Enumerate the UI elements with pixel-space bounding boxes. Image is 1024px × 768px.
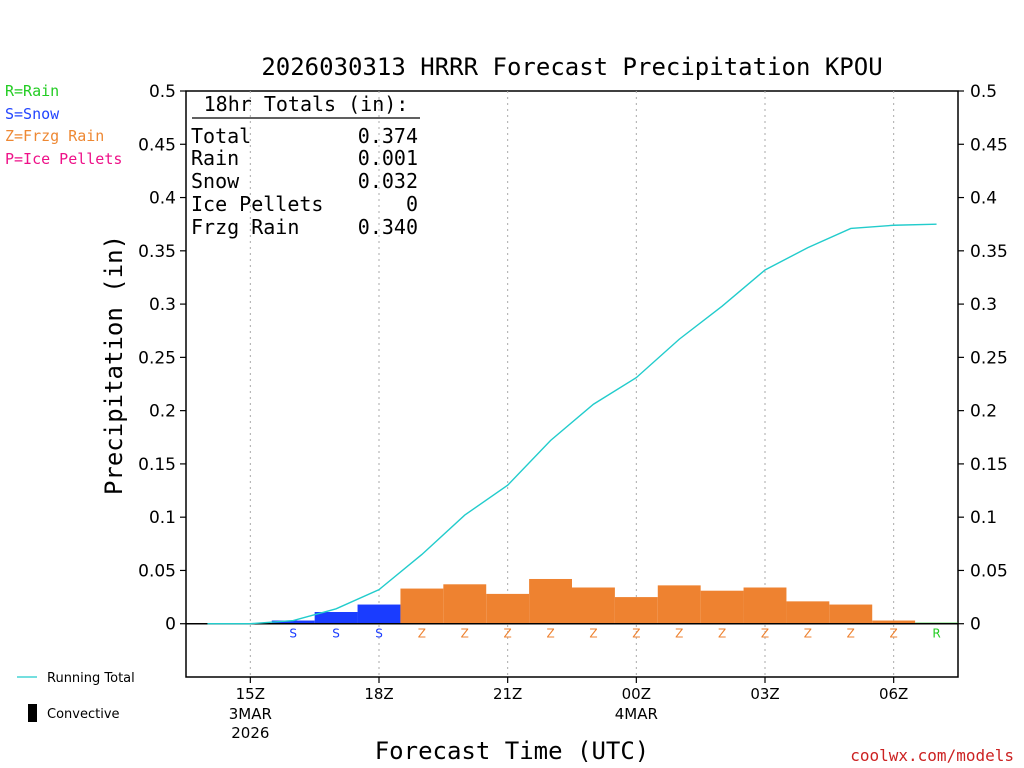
totals-value-frzg-rain: 0.340 [358, 215, 418, 239]
running-total-legend-label: Running Total [47, 671, 135, 686]
precip-bar [829, 604, 873, 624]
precip-bar [657, 585, 701, 624]
precip-bar [357, 604, 401, 624]
totals-value-total: 0.374 [358, 124, 418, 148]
precip-type-mark: Z [632, 627, 640, 641]
watermark: coolwx.com/models [850, 746, 1014, 765]
precip-bar [786, 601, 830, 624]
x-tick-label: 03Z [750, 685, 779, 703]
y-tick-label-right: 0 [970, 615, 981, 635]
y-tick-label-right: 0.05 [970, 561, 1008, 581]
legend-rain: R=Rain [5, 82, 59, 100]
y-tick-label-left: 0.05 [138, 561, 176, 581]
y-tick-label-left: 0.5 [149, 82, 176, 102]
precip-type-mark: Z [890, 627, 898, 641]
precip-type-mark: Z [504, 627, 512, 641]
precip-type-mark: S [332, 627, 340, 641]
x-tick-sublabel: 2026 [231, 724, 269, 742]
precip-bar [486, 593, 530, 624]
x-tick-label: 18Z [364, 685, 393, 703]
y-tick-label-left: 0.4 [149, 189, 176, 209]
plot-frame [185, 90, 959, 678]
legend-snow: S=Snow [5, 105, 60, 123]
y-tick-label-right: 0.15 [970, 455, 1008, 475]
y-tick-label-left: 0.45 [138, 135, 176, 155]
precip-type-mark: Z [718, 627, 726, 641]
y-tick-label-left: 0.25 [138, 348, 176, 368]
y-tick-label-right: 0.5 [970, 82, 997, 102]
precip-bar [529, 578, 572, 624]
totals-label-ice-pellets: Ice Pellets [191, 192, 323, 216]
precip-type-mark: Z [589, 627, 597, 641]
precip-type-mark: S [375, 627, 383, 641]
x-tick-label: 21Z [493, 685, 522, 703]
precip-bar [443, 584, 487, 624]
precip-type-mark: Z [847, 627, 855, 641]
running-total-line [207, 223, 937, 625]
totals-value-snow: 0.032 [358, 169, 418, 193]
totals-value-rain: 0.001 [358, 146, 418, 170]
y-tick-label-right: 0.35 [970, 242, 1008, 262]
precip-bar [614, 597, 658, 624]
x-tick-label: 06Z [879, 685, 908, 703]
y-tick-label-left: 0.15 [138, 455, 176, 475]
precip-bar [872, 620, 916, 624]
totals-label-total: Total [191, 124, 251, 148]
precip-type-mark: Z [761, 627, 769, 641]
y-tick-label-left: 0.3 [149, 295, 176, 315]
y-tick-label-left: 0.2 [149, 402, 176, 422]
y-tick-label-right: 0.45 [970, 135, 1008, 155]
precip-bar [314, 612, 358, 624]
precip-bar [572, 587, 615, 624]
y-tick-label-right: 0.2 [970, 402, 997, 422]
y-tick-label-left: 0.35 [138, 242, 176, 262]
totals-label-frzg-rain: Frzg Rain [191, 215, 299, 239]
precip-type-mark: Z [461, 627, 469, 641]
totals-label-rain: Rain [191, 146, 239, 170]
precip-type-mark: Z [546, 627, 554, 641]
precip-type-mark: S [289, 627, 297, 641]
x-tick-sublabel: 3MAR [229, 705, 272, 723]
totals-label-snow: Snow [191, 169, 240, 193]
totals-value-ice-pellets: 0 [406, 192, 418, 216]
y-tick-label-left: 0.1 [149, 508, 176, 528]
precip-type-mark: Z [418, 627, 426, 641]
precip-bar [743, 587, 787, 624]
y-tick-label-left: 0 [165, 615, 176, 635]
precip-type-mark: Z [804, 627, 812, 641]
convective-legend-label: Convective [47, 707, 120, 722]
precip-bar [271, 620, 315, 624]
x-axis-title: Forecast Time (UTC) [375, 737, 650, 765]
x-tick-sublabel: 4MAR [615, 705, 658, 723]
chart-title: 2026030313 HRRR Forecast Precipitation K… [261, 53, 882, 81]
precip-bar [400, 588, 444, 624]
y-tick-label-right: 0.1 [970, 508, 997, 528]
y-axis-title: Precipitation (in) [100, 235, 128, 495]
x-tick-label: 15Z [236, 685, 265, 703]
precip-bar [700, 590, 744, 624]
y-tick-label-right: 0.4 [970, 189, 997, 209]
legend-freezing-rain: Z=Frzg Rain [5, 127, 104, 145]
legend-ice-pellets: P=Ice Pellets [5, 150, 122, 168]
totals-box: 18hr Totals (in): Total 0.374 Rain 0.001… [191, 92, 420, 239]
precip-type-mark: R [932, 627, 940, 641]
precip-type-mark: Z [675, 627, 683, 641]
totals-header: 18hr Totals (in): [204, 92, 409, 116]
y-tick-label-right: 0.3 [970, 295, 997, 315]
x-tick-label: 00Z [622, 685, 651, 703]
convective-legend-swatch [28, 704, 37, 722]
y-tick-label-right: 0.25 [970, 348, 1008, 368]
